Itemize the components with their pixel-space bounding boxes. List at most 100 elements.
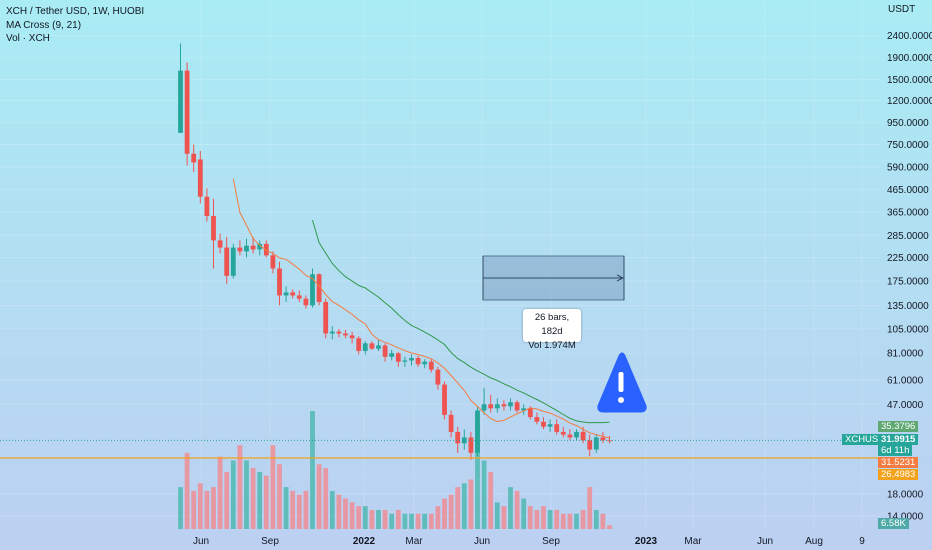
candle-body (567, 434, 573, 438)
volume-bar (395, 509, 401, 529)
volume-bar (580, 509, 586, 529)
volume-bar (567, 513, 573, 529)
candle-body (296, 295, 302, 299)
volume-bar (224, 471, 230, 529)
candle-body (442, 384, 447, 415)
candle-body (580, 431, 586, 441)
price-tick-label: 14.0000 (887, 512, 924, 523)
volume-bar (574, 513, 579, 529)
candle-body (527, 408, 533, 418)
volume-bar (283, 487, 289, 529)
candle-body (382, 345, 388, 357)
volume-bar (382, 509, 388, 529)
volume-indicator-label[interactable]: Vol · XCH (6, 33, 50, 44)
ma-fast-line (232, 178, 610, 439)
ma-slow-line (312, 219, 610, 424)
chart-legend: XCH / Tether USD, 1W, HUOBI MA Cross (9,… (6, 5, 144, 46)
warning-icon (597, 352, 647, 413)
arrow-right-icon (616, 274, 625, 282)
candle-body (541, 421, 546, 427)
volume-bar (257, 471, 263, 529)
candle-body (211, 216, 216, 241)
candle-body (455, 431, 461, 444)
candle-body (501, 404, 507, 407)
candle-body (244, 245, 249, 252)
candle-body (514, 402, 520, 411)
price-tick-label: 950.0000 (887, 118, 929, 129)
volume-bar (376, 509, 381, 529)
price-tick-label: 285.0000 (887, 231, 929, 242)
candle-body (270, 255, 276, 269)
time-tick-label: Aug (805, 536, 823, 547)
time-tick-label: 2022 (353, 536, 376, 547)
volume-bar (547, 509, 553, 529)
volume-bar (237, 445, 243, 529)
candle-body (217, 240, 223, 248)
volume-bar (527, 506, 533, 529)
volume-bar (290, 490, 296, 529)
candle-body (303, 298, 309, 306)
volume-bar (336, 494, 342, 529)
candle-body (290, 292, 296, 296)
volume-bar (501, 506, 507, 529)
price-tick-label: 175.0000 (887, 277, 929, 288)
candle-body (468, 437, 474, 453)
candle-body (329, 331, 335, 334)
measure-volume-text: Vol 1.974M (528, 340, 576, 351)
candle-body (508, 402, 513, 407)
volume-bar (600, 513, 606, 529)
symbol-title[interactable]: XCH / Tether USD, 1W, HUOBI (6, 6, 145, 17)
candle-body (362, 343, 368, 351)
candle-body (428, 361, 434, 370)
volume-bar (211, 487, 216, 529)
candle-body (593, 437, 599, 450)
date-range-measure[interactable] (482, 255, 625, 301)
candle-body (323, 301, 329, 334)
candle-body (481, 404, 487, 411)
volume-bar (349, 502, 355, 529)
price-tick-label: 81.0000 (887, 349, 924, 360)
symbol-badge: XCHUSDT (842, 434, 894, 445)
ma-cross-indicator-label[interactable]: MA Cross (9, 21) (6, 19, 82, 31)
volume-bar (323, 468, 329, 529)
candle-body (587, 440, 593, 450)
price-tick-label: 18.0000 (887, 490, 924, 501)
candle-body (475, 410, 480, 453)
volume-bar (389, 513, 395, 529)
volume-bar (244, 460, 249, 529)
candle-body (257, 243, 263, 250)
volume-bar (197, 483, 203, 529)
price-tick-label: 61.0000 (887, 375, 924, 386)
time-axis[interactable]: Jun Sep 2022 Mar Jun Sep 2023 Mar Jun Aug 9 (193, 536, 865, 547)
volume-bar (316, 464, 322, 529)
candle-body (336, 331, 342, 334)
time-tick-label: Sep (542, 536, 560, 547)
volume-bar (461, 483, 467, 529)
candle-body (224, 247, 230, 276)
candle-body (263, 243, 269, 256)
horizontal-line-value-badge: 26.4983 (878, 469, 919, 480)
volume-bar (488, 471, 494, 529)
measure-bars-text: 26 bars, 182d (534, 312, 570, 337)
candle-body (230, 247, 236, 276)
volume-bar (481, 460, 487, 529)
volume-bar (468, 479, 474, 529)
ma-fast-value-badge: 35.3796 (878, 421, 919, 432)
candle-body (560, 431, 566, 435)
candle-body (356, 338, 362, 351)
volume-bar (514, 490, 520, 529)
candle-body (547, 424, 553, 427)
price-axis[interactable]: 2400.0000 1900.0000 1500.0000 1200.0000 950.… (887, 31, 932, 523)
candle-body (184, 70, 190, 154)
volume-bar (521, 498, 527, 529)
last-price-badge: 31.9915 (878, 434, 919, 445)
volume-bar (356, 506, 362, 529)
candle-body (415, 357, 421, 365)
candle-body (283, 292, 289, 296)
candle-body (310, 274, 315, 306)
volume-bar (593, 509, 599, 529)
candle-body (488, 404, 494, 409)
volume-bar (428, 513, 434, 529)
volume-bar (409, 513, 414, 529)
